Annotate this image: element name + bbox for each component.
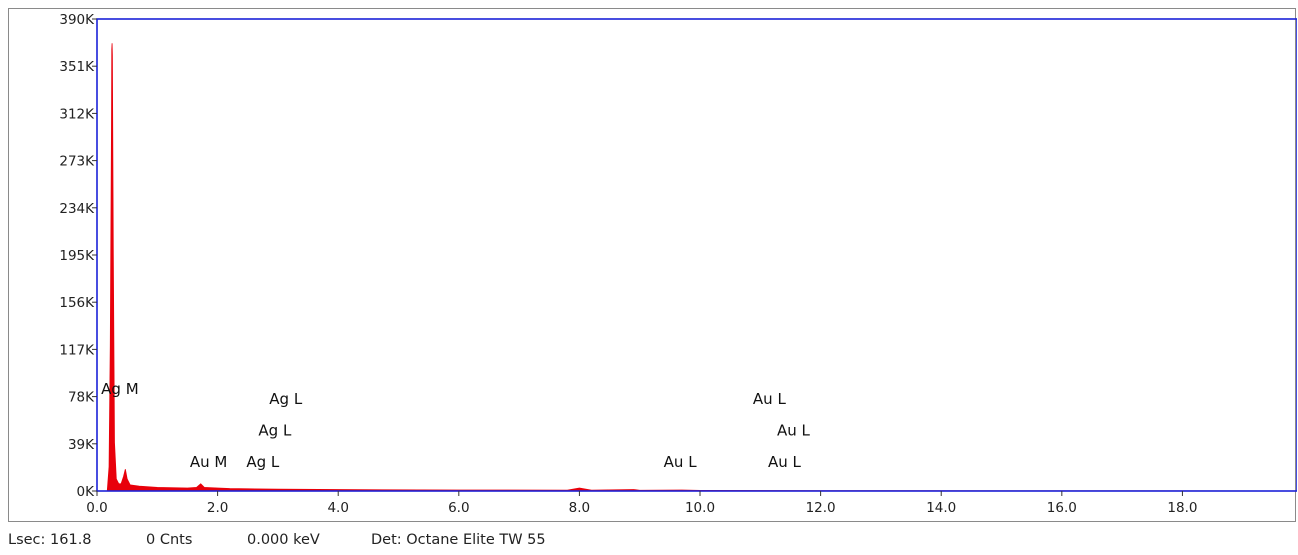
- peak-label: Ag L: [258, 421, 292, 439]
- live-seconds: Lsec: 161.8: [8, 532, 92, 548]
- x-tick-label: 10.0: [685, 500, 715, 516]
- spectrum-series-0: [97, 43, 1297, 492]
- x-tick-label: 16.0: [1047, 500, 1077, 516]
- plot-border: [96, 18, 1297, 492]
- y-tick-label: 156K: [59, 295, 95, 311]
- peak-label: Ag L: [269, 390, 303, 408]
- peak-label: Au L: [664, 453, 698, 471]
- y-tick-label: 78K: [68, 390, 95, 406]
- peak-label: Au L: [753, 390, 787, 408]
- detector-label: Det: Octane Elite TW 55: [371, 532, 546, 548]
- x-tick-label: 14.0: [926, 500, 956, 516]
- y-tick-label: 195K: [59, 248, 95, 264]
- y-tick-label: 351K: [59, 59, 95, 75]
- status-bar: Lsec: 161.8 0 Cnts 0.000 keV Det: Octane…: [0, 532, 1298, 552]
- x-tick-label: 4.0: [327, 500, 348, 516]
- y-tick-label: 273K: [59, 154, 95, 170]
- peak-label: Au L: [777, 421, 811, 439]
- y-tick-label: 0K: [77, 484, 96, 500]
- y-tick-label: 312K: [59, 106, 95, 122]
- y-tick-label: 117K: [59, 342, 95, 358]
- counts-readout: 0 Cnts: [146, 532, 193, 548]
- spectrum-frame: 0K 39K 78K 117K 156K 195K 234K 273K 312K 351K 390K…: [8, 8, 1297, 522]
- x-tick-label: 12.0: [806, 500, 836, 516]
- y-tick-label: 390K: [59, 12, 95, 28]
- peak-label: Ag L: [246, 453, 280, 471]
- energy-readout: 0.000 keV: [247, 532, 320, 548]
- spectrum-chart: 0K 39K 78K 117K 156K 195K 234K 273K 312K 351K 390K…: [59, 12, 1297, 516]
- x-tick-label: 0.0: [86, 500, 107, 516]
- x-tick-label: 6.0: [448, 500, 469, 516]
- peak-label: Au L: [768, 453, 802, 471]
- y-tick-label: 39K: [68, 437, 95, 453]
- x-tick-label: 18.0: [1167, 500, 1197, 516]
- peak-label: Au M: [190, 453, 227, 471]
- x-tick-label: 8.0: [569, 500, 590, 516]
- y-tick-label: 234K: [59, 201, 95, 217]
- x-tick-label: 2.0: [207, 500, 228, 516]
- peak-label: Ag M: [101, 380, 139, 398]
